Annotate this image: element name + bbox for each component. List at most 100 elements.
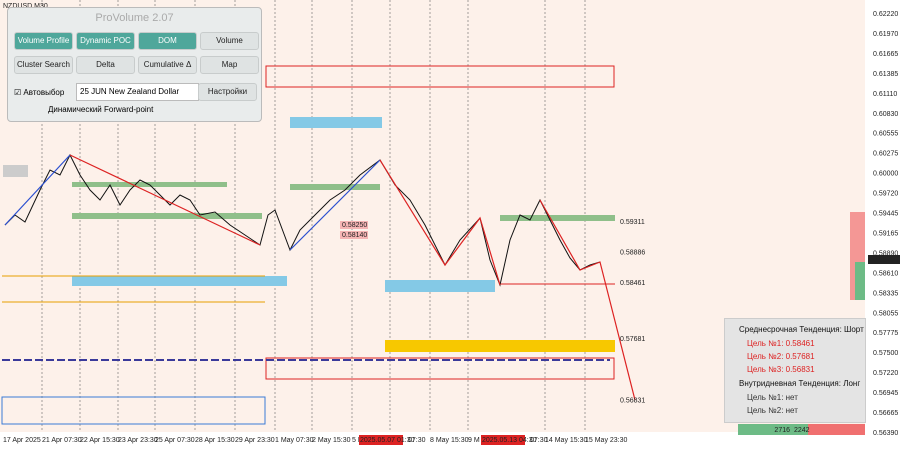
medium-trend: Среднесрочная Тенденция: Шорт [739,325,864,334]
time-label: 21 Apr 07:30 [42,437,82,444]
time-label: 2025.05.07 01:30 [360,437,415,444]
panel-button[interactable]: Volume Profile [14,32,73,50]
price-label: 0.61110 [873,91,897,98]
price-axis-bg [865,0,900,449]
time-highlight [359,435,403,445]
box-label-bg [340,231,368,239]
panel-button[interactable]: Map [200,56,259,74]
trend-line [4,154,71,226]
box-label: 0.58140 [342,232,367,239]
panel-title: ProVolume 2.07 [95,12,174,24]
target: Цель №3: 0.56831 [747,365,815,374]
zone [72,213,262,219]
provolume-panel: ProVolume 2.07 Volume Profile Dynamic POC… [7,7,262,122]
level-label: 0.56831 [620,397,645,404]
trend-line [69,154,261,246]
box-label-bg [340,221,368,229]
time-label: 2 May 15:30 [312,437,351,444]
price-label: 0.61665 [873,51,898,58]
axes: 0.62220 0.61970 0.61665 0.61385 0.61110 0.608… [3,11,900,445]
price-label: 0.58610 [873,270,898,277]
panel-button[interactable]: Cluster Search [14,56,73,74]
time-axis-bg [0,432,865,449]
autoselect-label: Автовыбор [23,88,65,97]
zone [1,396,266,425]
panel-button[interactable]: DOM [138,32,197,50]
volume-bar [738,424,865,435]
level-label: 0.58461 [620,280,645,287]
target: Цель №2: 0.57681 [747,352,815,361]
autoselect[interactable]: ☑ Автовыбор [14,88,65,97]
target: Цель №1: нет [747,393,798,402]
symbol: NZDUSD,M30 [3,3,48,10]
panel-button[interactable]: Cumulative Δ [138,56,197,74]
current-price-bg [868,255,900,264]
time-highlight [481,435,525,445]
price-label: 0.58055 [873,310,898,317]
zone [3,165,28,177]
price-label: 0.60275 [873,151,898,158]
zone [72,276,287,286]
volume-bar [808,424,865,435]
time-label: 25 Apr 07:30 [155,437,195,444]
box-label: 0.58250 [342,222,367,229]
time-label: 28 Apr 15:30 [195,437,235,444]
zone [290,184,380,190]
zone [385,340,615,352]
zone [290,117,382,128]
time-label: 07:30 [530,437,548,444]
level-label: 0.57681 [620,336,645,343]
price-label: 0.56945 [873,390,898,397]
volume-right: 2242 [794,427,810,434]
time-label: 17 Apr 2025 [3,437,41,444]
price-label: 0.59445 [873,211,898,218]
time-label: 5 M [352,437,364,444]
volume-left: 2716 [774,427,790,434]
panel-button[interactable]: Volume [200,32,259,50]
current-price: 0.58790 [873,257,898,264]
target: Цель №1: 0.58461 [747,339,815,348]
time-label: 2025.05.13 04:30 [482,437,537,444]
time-label: 22 Apr 15:30 [80,437,120,444]
forward-point[interactable]: Динамический Forward-point [48,105,154,114]
contract-select[interactable]: 25 JUN New Zealand Dollar [76,83,199,101]
trend-line [539,199,636,401]
zone [265,357,615,380]
panel-button[interactable]: Delta [76,56,135,74]
time-label: 1 May 07:30 [275,437,314,444]
price-label: 0.61970 [873,31,898,38]
price-label: 0.62220 [873,11,898,18]
price-label: 0.57500 [873,350,898,357]
time-label: 14 May 15:30 [545,437,588,444]
price-label: 0.58890 [873,250,898,257]
price-label: 0.59165 [873,230,898,237]
price-label: 0.60000 [873,171,898,178]
zone [265,65,615,88]
time-label: 23 Apr 23:30 [118,437,158,444]
intraday-trend: Внутридневная Тенденция: Лонг [739,379,861,388]
target: Цель №2: нет [747,406,798,415]
level-label: 0.58886 [620,250,645,257]
price-label: 0.56390 [873,430,898,437]
time-label: 07:30 [408,437,426,444]
trend-line [379,159,501,286]
price-label: 0.60555 [873,131,898,138]
profile [855,262,865,300]
level-label: 0.59311 [620,219,645,226]
price-label: 0.60830 [873,111,898,118]
time-label: 15 May 23:30 [585,437,628,444]
price-label: 0.59720 [873,191,898,198]
settings-button[interactable]: Настройки [198,83,257,101]
price-label: 0.58335 [873,290,898,297]
price-label: 0.56665 [873,410,898,417]
zone [500,215,615,221]
price-line [4,153,601,287]
time-label: 8 May 15:30 [430,437,469,444]
panel-button[interactable]: Dynamic POC [76,32,135,50]
zone [385,280,495,292]
price-label: 0.57775 [873,330,898,337]
time-label: 29 Apr 23:30 [235,437,275,444]
trend-box: Среднесрочная Тенденция: Шорт Цель №1: 0… [724,318,866,423]
